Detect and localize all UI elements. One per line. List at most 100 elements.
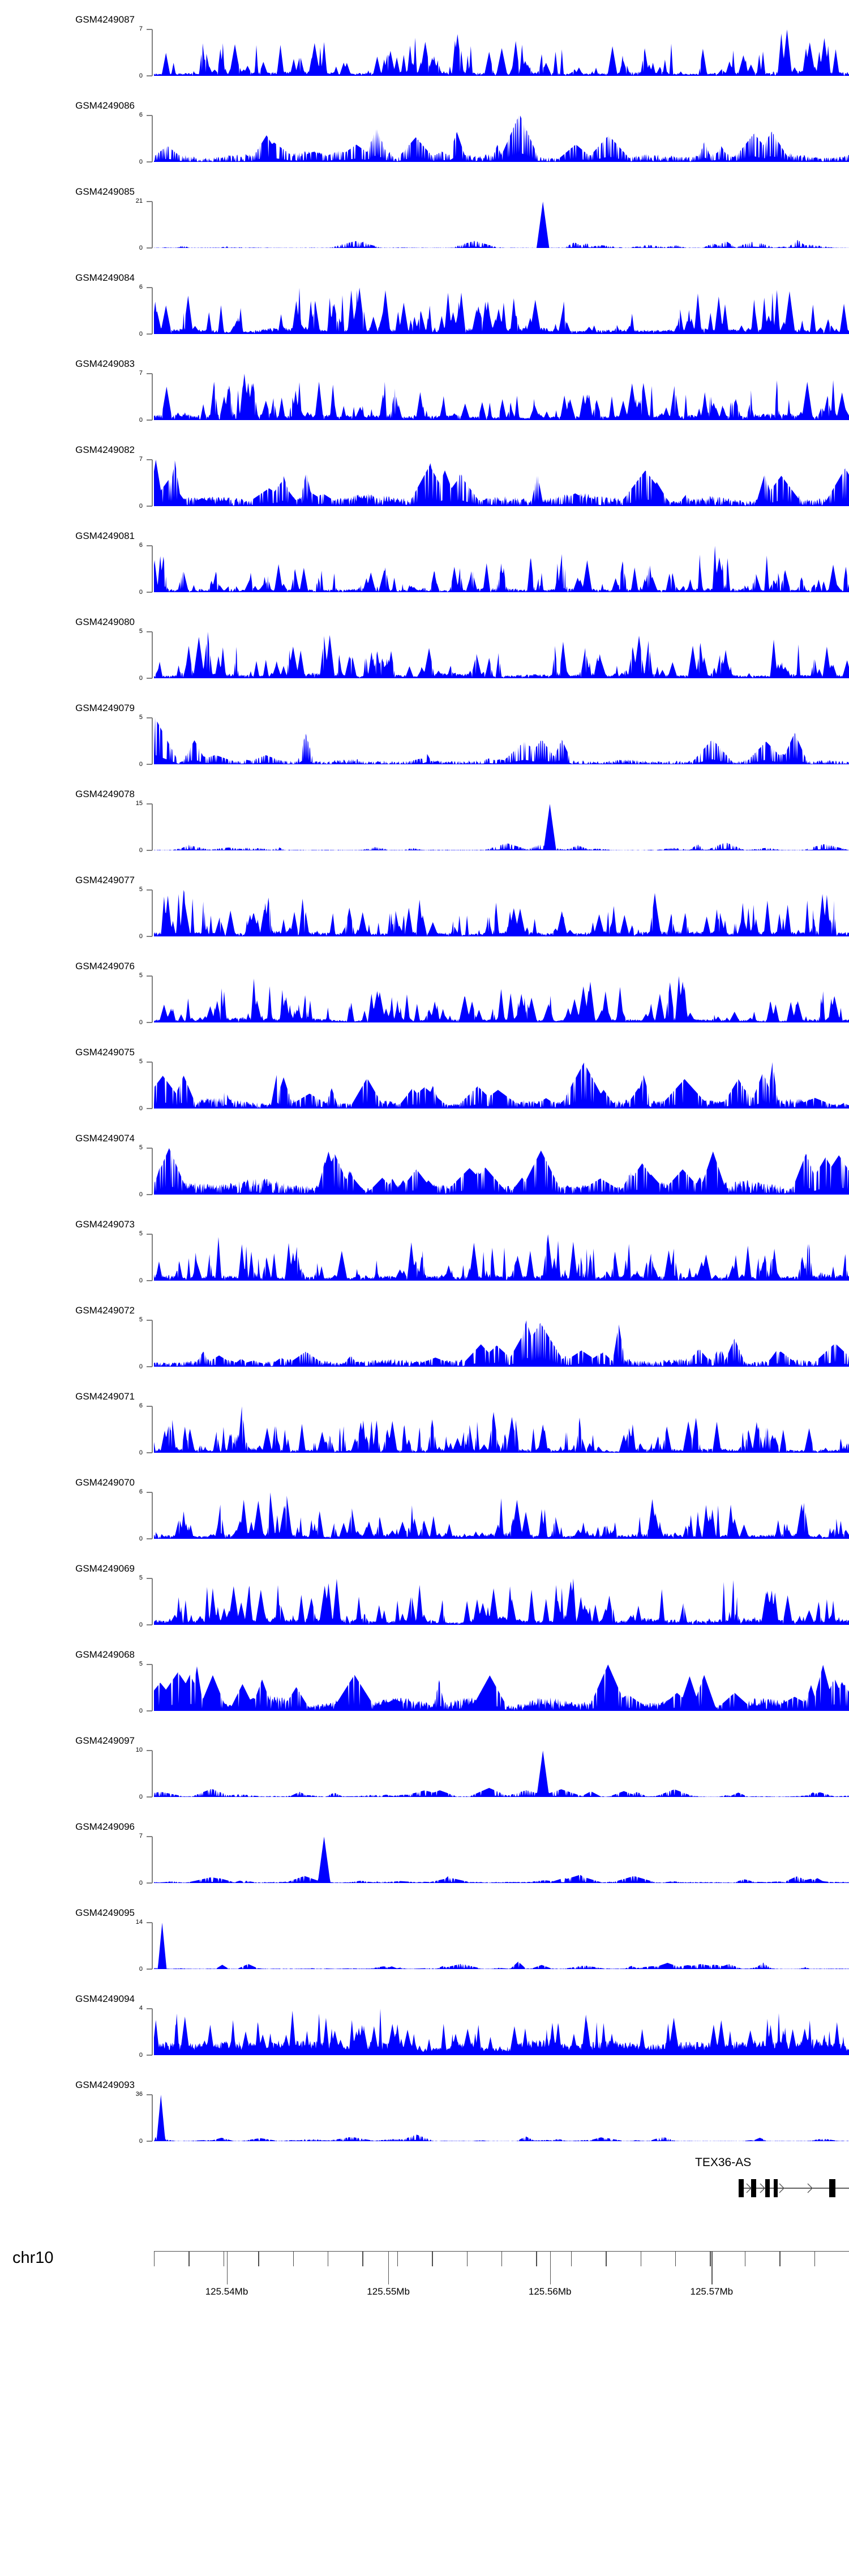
y-axis-max-label: 10	[135, 1747, 143, 1753]
y-axis-line	[152, 1837, 153, 1883]
y-axis-min-label: 0	[139, 1363, 143, 1370]
coverage-plot[interactable]	[154, 172, 849, 258]
y-axis-tick-min	[147, 1366, 152, 1367]
y-axis-max-label: 6	[139, 542, 143, 549]
coverage-track[interactable]: GSM4249087 7 0	[0, 0, 849, 86]
coverage-plot[interactable]	[154, 0, 849, 86]
coverage-track[interactable]: GSM4249081 6 0	[0, 516, 849, 602]
track-label: GSM4249072	[75, 1305, 135, 1316]
track-label: GSM4249073	[75, 1219, 135, 1230]
y-axis-tick-max	[147, 29, 152, 30]
y-axis-tick-max	[147, 2008, 152, 2009]
coverage-track[interactable]: GSM4249068 5 0	[0, 1635, 849, 1721]
y-axis-tick-max	[147, 889, 152, 891]
coverage-plot[interactable]	[154, 344, 849, 430]
coverage-track[interactable]: GSM4249079 5 0	[0, 688, 849, 774]
coverage-plot[interactable]	[154, 1119, 849, 1205]
track-label: GSM4249068	[75, 1649, 135, 1660]
y-axis-line	[152, 2009, 153, 2055]
coverage-plot[interactable]	[154, 1807, 849, 1893]
coverage-plot[interactable]	[154, 86, 849, 172]
coverage-track[interactable]: GSM4249080 5 0	[0, 602, 849, 688]
coverage-track[interactable]: GSM4249093 36 0	[0, 2065, 849, 2151]
coverage-plot[interactable]	[154, 1377, 849, 1463]
y-axis-tick-max	[147, 1922, 152, 1923]
axis-tick-label: 125.54Mb	[205, 2286, 248, 2297]
coverage-plot[interactable]	[154, 602, 849, 688]
y-axis-tick-min	[147, 2055, 152, 2056]
y-axis-max-label: 5	[139, 1316, 143, 1323]
coverage-track[interactable]: GSM4249097 10 0	[0, 1721, 849, 1807]
axis-tick-minor	[293, 2251, 294, 2266]
coverage-track[interactable]: GSM4249076 5 0	[0, 947, 849, 1033]
coverage-plot[interactable]	[154, 1205, 849, 1291]
y-axis-tick-min	[147, 1194, 152, 1195]
y-axis-line	[152, 632, 153, 678]
axis-tick-minor	[501, 2251, 503, 2266]
coverage-plot[interactable]	[154, 2065, 849, 2151]
genome-coordinate-axis[interactable]: 125.54Mb 125.55Mb 125.56Mb 125.57Mb	[154, 2251, 849, 2319]
coverage-track[interactable]: GSM4249083 7 0	[0, 344, 849, 430]
y-axis-line	[152, 890, 153, 936]
coverage-track[interactable]: GSM4249069 5 0	[0, 1549, 849, 1635]
coverage-plot[interactable]	[154, 1291, 849, 1377]
y-axis-min-label: 0	[139, 2138, 143, 2145]
axis-tick-minor	[675, 2251, 676, 2266]
coverage-track[interactable]: GSM4249086 6 0	[0, 86, 849, 172]
coverage-track[interactable]: GSM4249078 15 0	[0, 774, 849, 861]
y-axis-min-label: 0	[139, 417, 143, 423]
coverage-track[interactable]: GSM4249077 5 0	[0, 861, 849, 947]
coverage-track[interactable]: GSM4249094 4 0	[0, 1979, 849, 2065]
y-axis-min-label: 0	[139, 1794, 143, 1800]
coverage-track[interactable]: GSM4249070 6 0	[0, 1463, 849, 1549]
y-axis-min-label: 0	[139, 675, 143, 682]
coverage-track[interactable]: GSM4249084 6 0	[0, 258, 849, 344]
coverage-plot[interactable]	[154, 947, 849, 1033]
coverage-plot[interactable]	[154, 688, 849, 774]
coverage-plot[interactable]	[154, 1549, 849, 1635]
coverage-track[interactable]: GSM4249082 7 0	[0, 430, 849, 516]
coverage-plot[interactable]	[154, 1893, 849, 1979]
coverage-plot[interactable]	[154, 1979, 849, 2065]
y-axis-max-label: 5	[139, 886, 143, 893]
coverage-plot[interactable]	[154, 516, 849, 602]
coverage-track[interactable]: GSM4249095 14 0	[0, 1893, 849, 1979]
y-axis-min-label: 0	[139, 1277, 143, 1284]
axis-tick-minor	[536, 2251, 537, 2266]
axis-tick-label: 125.55Mb	[367, 2286, 410, 2297]
track-label: GSM4249076	[75, 961, 135, 972]
y-axis-min-label: 0	[139, 1105, 143, 1112]
y-axis-tick-max	[147, 201, 152, 202]
y-axis-tick-min	[147, 1452, 152, 1453]
coverage-plot[interactable]	[154, 1635, 849, 1721]
gene-label: TEX36-AS	[695, 2156, 752, 2169]
y-axis-tick-min	[147, 506, 152, 507]
coverage-track[interactable]: GSM4249071 6 0	[0, 1377, 849, 1463]
track-y-axis: 21 0	[136, 172, 154, 258]
y-axis-max-label: 6	[139, 112, 143, 118]
coverage-track[interactable]: GSM4249072 5 0	[0, 1291, 849, 1377]
coverage-plot[interactable]	[154, 1721, 849, 1807]
coverage-track[interactable]: GSM4249075 5 0	[0, 1033, 849, 1119]
y-axis-line	[152, 1406, 153, 1453]
coverage-track[interactable]: GSM4249096 7 0	[0, 1807, 849, 1893]
coverage-plot[interactable]	[154, 258, 849, 344]
coverage-plot[interactable]	[154, 1033, 849, 1119]
coverage-plot[interactable]	[154, 1463, 849, 1549]
coverage-track[interactable]: GSM4249074 5 0	[0, 1119, 849, 1205]
track-label: GSM4249086	[75, 100, 135, 111]
y-axis-line	[152, 1062, 153, 1109]
gene-model-icon[interactable]	[739, 2179, 849, 2198]
y-axis-tick-max	[147, 1578, 152, 1579]
y-axis-max-label: 36	[135, 2091, 143, 2098]
coverage-track[interactable]: GSM4249085 21 0	[0, 172, 849, 258]
coverage-plot[interactable]	[154, 861, 849, 947]
coverage-plot[interactable]	[154, 430, 849, 516]
coverage-plot[interactable]	[154, 774, 849, 861]
coverage-track[interactable]: GSM4249073 5 0	[0, 1205, 849, 1291]
y-axis-max-label: 15	[135, 800, 143, 807]
